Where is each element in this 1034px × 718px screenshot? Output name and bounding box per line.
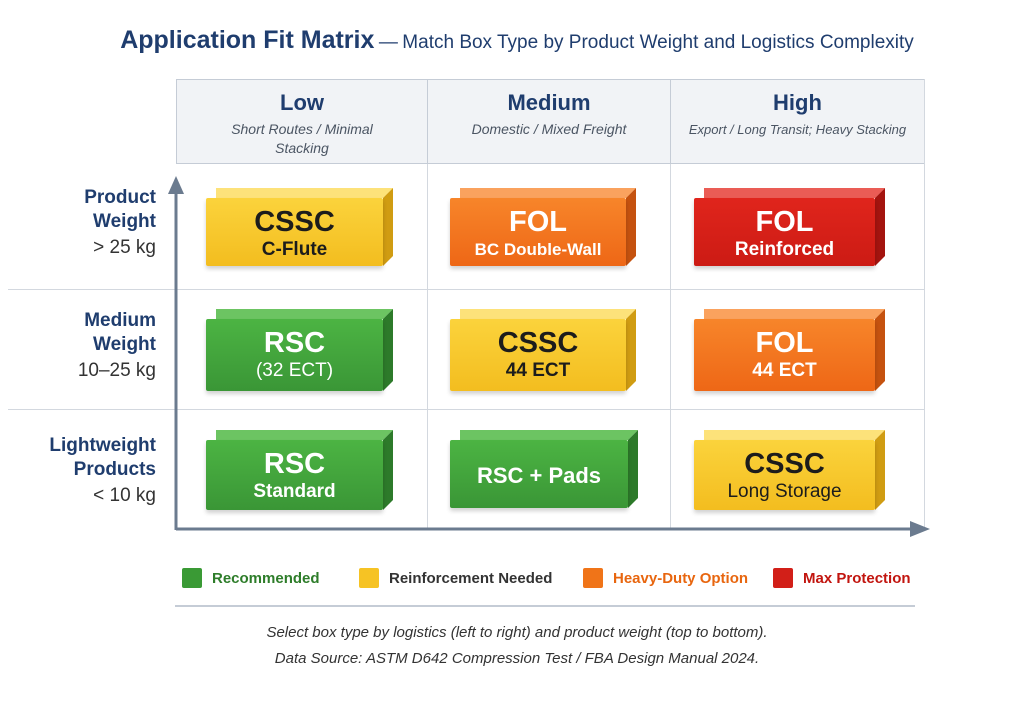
- box-code: FOL: [755, 206, 814, 238]
- page-subtitle: Match Box Type by Product Weight and Log…: [402, 32, 914, 53]
- page-title: Application Fit Matrix: [120, 26, 375, 54]
- row-name: Lightweight Products: [49, 435, 156, 480]
- legend-swatch-icon: [583, 568, 603, 588]
- box-spec: Long Storage: [727, 481, 842, 502]
- grid-line-horizontal: [8, 409, 924, 410]
- row-label-heavy: Product Weight > 25 kg: [10, 186, 156, 262]
- box-code: RSC + Pads: [476, 463, 602, 488]
- chart-title-row: Application Fit Matrix — Match Box Type …: [0, 26, 1034, 55]
- box-code: FOL: [755, 327, 814, 359]
- column-description: Export / Long Transit; Heavy Stacking: [688, 122, 907, 137]
- legend-label: Reinforcement Needed: [389, 569, 553, 587]
- legend-item-recommended: Recommended: [182, 566, 320, 590]
- legend-item-max-protection: Max Protection: [773, 566, 911, 590]
- box-fol-reinforced: FOL Reinforced: [694, 188, 885, 266]
- legend-item-heavy-duty: Heavy-Duty Option: [583, 566, 748, 590]
- box-code: CSSC: [497, 327, 579, 359]
- row-range: > 25 kg: [93, 237, 156, 258]
- box-spec: 44 ECT: [505, 360, 571, 381]
- column-name: High: [773, 90, 822, 115]
- column-description: Short Routes / Minimal Stacking: [231, 121, 373, 156]
- legend-label: Recommended: [212, 569, 320, 587]
- box-spec: Reinforced: [734, 239, 835, 260]
- column-name: Low: [280, 90, 324, 115]
- box-rsc-standard: RSC Standard: [206, 430, 393, 510]
- grid-line-horizontal: [8, 289, 924, 290]
- x-axis-arrow: [910, 521, 930, 537]
- legend-label: Max Protection: [803, 569, 911, 587]
- legend-swatch-icon: [773, 568, 793, 588]
- grid-line-vertical: [670, 164, 671, 530]
- column-header-medium: Medium Domestic / Mixed Freight: [427, 79, 671, 164]
- grid-line-vertical: [427, 164, 428, 530]
- legend-label: Heavy-Duty Option: [613, 569, 749, 587]
- row-name: Medium Weight: [84, 310, 156, 355]
- legend-swatch-icon: [182, 568, 202, 588]
- legend-item-reinforcement: Reinforcement Needed: [359, 566, 552, 590]
- box-code: RSC: [263, 448, 326, 480]
- legend-swatch-icon: [359, 568, 379, 588]
- box-spec: 44 ECT: [752, 360, 817, 381]
- box-spec: BC Double-Wall: [474, 240, 602, 259]
- column-description: Domestic / Mixed Freight: [471, 121, 627, 137]
- column-header-high: High Export / Long Transit; Heavy Stacki…: [670, 79, 925, 164]
- box-cssc-44-ect: CSSC 44 ECT: [450, 309, 636, 391]
- row-range: < 10 kg: [93, 485, 156, 506]
- box-rsc-pads: RSC + Pads: [450, 430, 638, 508]
- column-header-low: Low Short Routes / Minimal Stacking: [176, 79, 428, 164]
- footer-source: Data Source: ASTM D642 Compression Test …: [274, 650, 760, 667]
- box-rsc-32-ect: RSC (32 ECT): [206, 309, 393, 391]
- footer-caption: Select box type by logistics (left to ri…: [266, 624, 768, 641]
- title-separator: —: [378, 32, 398, 53]
- row-name: Product Weight: [84, 187, 156, 232]
- box-code: CSSC: [254, 206, 335, 238]
- column-name: Medium: [507, 90, 591, 115]
- box-spec: Standard: [253, 481, 336, 502]
- box-spec: (32 ECT): [255, 360, 334, 381]
- footer-divider: [175, 605, 915, 607]
- box-fol-bc-double-wall: FOL BC Double-Wall: [450, 188, 636, 266]
- box-fol-44-ect: FOL 44 ECT: [694, 309, 885, 391]
- box-cssc-c-flute: CSSC C-Flute: [206, 188, 393, 266]
- grid-line-vertical: [924, 79, 925, 530]
- box-code: CSSC: [744, 448, 825, 480]
- row-range: 10–25 kg: [77, 360, 156, 381]
- box-code: FOL: [509, 206, 567, 238]
- box-cssc-long-storage: CSSC Long Storage: [694, 430, 885, 510]
- box-code: RSC: [263, 327, 326, 359]
- row-label-medium: Medium Weight 10–25 kg: [10, 309, 156, 385]
- box-spec: C-Flute: [261, 239, 328, 260]
- row-label-light: Lightweight Products < 10 kg: [10, 434, 156, 510]
- y-axis-arrow: [168, 176, 184, 194]
